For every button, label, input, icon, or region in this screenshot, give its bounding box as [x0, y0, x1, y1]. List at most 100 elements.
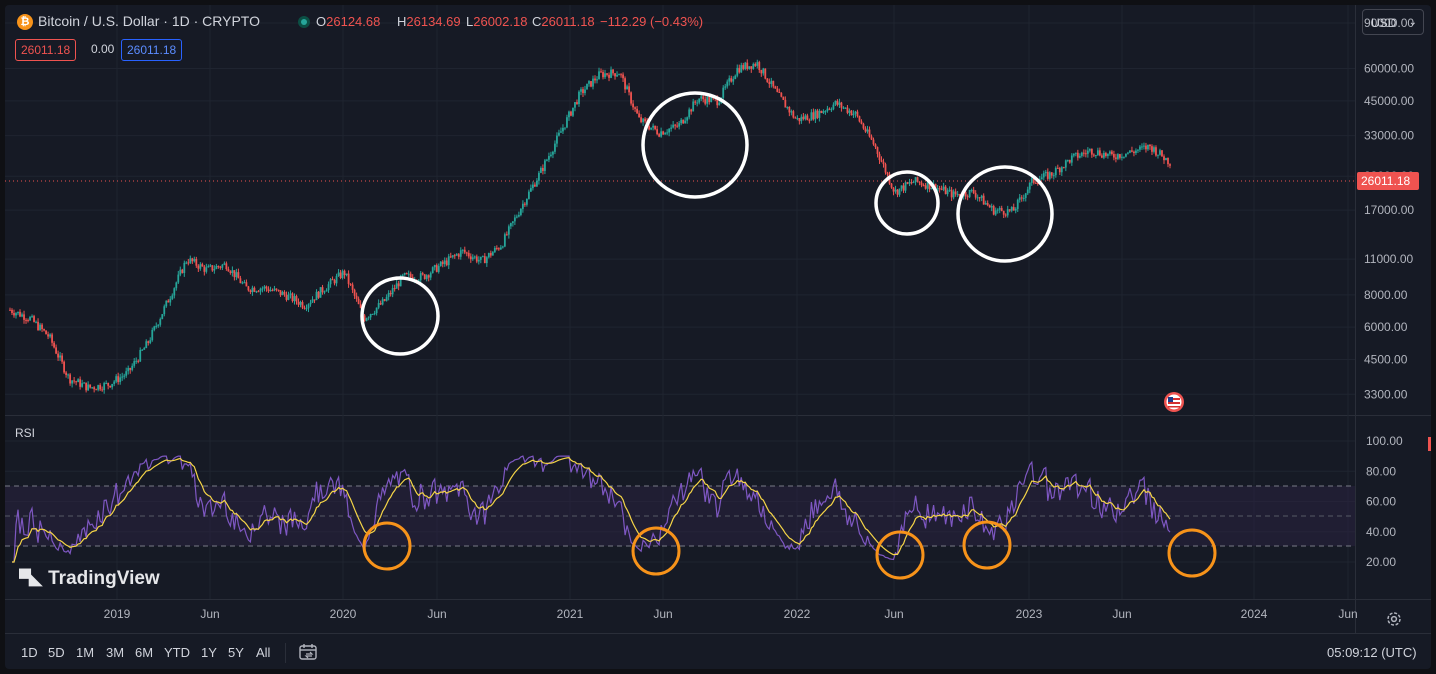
- range-1m-button[interactable]: 1M: [76, 645, 95, 660]
- candle-body: [806, 115, 809, 121]
- range-3m-button[interactable]: 3M: [106, 645, 125, 660]
- candle-body: [479, 256, 482, 260]
- range-1y-button[interactable]: 1Y: [201, 645, 217, 660]
- candle-body: [676, 125, 679, 127]
- time-axis-tick: Jun: [200, 607, 219, 621]
- candle-body: [341, 270, 344, 278]
- candle-body: [107, 382, 110, 386]
- candle-body: [604, 73, 606, 78]
- candle-body: [666, 132, 669, 134]
- candle-body: [848, 110, 851, 113]
- candle-body: [147, 341, 150, 343]
- candle-body: [125, 371, 128, 376]
- candle-body: [842, 107, 845, 109]
- candle-body: [964, 191, 967, 197]
- candle-body: [59, 355, 61, 358]
- candle-body: [1044, 171, 1047, 174]
- candle-body: [465, 252, 468, 254]
- market-status-icon[interactable]: [298, 16, 310, 28]
- candle-body: [574, 102, 576, 108]
- candle-body: [968, 189, 971, 197]
- time-axis-tick: 2023: [1016, 607, 1043, 621]
- candle-body: [860, 121, 863, 124]
- candle-body: [758, 62, 761, 70]
- range-all-button[interactable]: All: [256, 645, 271, 660]
- candle-body: [519, 208, 522, 216]
- candle-body: [544, 160, 546, 171]
- rsi-axis-tick: 100.00: [1366, 434, 1403, 448]
- candle-body: [922, 185, 925, 187]
- currency-select[interactable]: USD ⌄: [1362, 9, 1424, 35]
- annotations: [360, 91, 1217, 580]
- candle-body: [1002, 210, 1005, 215]
- buy-price-box[interactable]: 26011.18: [121, 39, 183, 61]
- candle-body: [165, 300, 168, 307]
- symbol-title[interactable]: Bitcoin / U.S. Dollar · 1D · CRYPTO: [38, 13, 260, 29]
- candle-body: [1064, 160, 1067, 168]
- candle-body: [1010, 207, 1013, 211]
- candle-body: [626, 86, 628, 90]
- candle-body: [940, 188, 943, 190]
- utc-clock[interactable]: 05:09:12 (UTC): [1327, 645, 1417, 660]
- candle-body: [331, 279, 334, 281]
- candle-body: [830, 109, 833, 111]
- candle-body: [355, 295, 358, 299]
- candle-body: [864, 128, 867, 132]
- candle-body: [273, 288, 276, 291]
- candle-body: [463, 249, 466, 253]
- time-axis-tick: Jun: [1112, 607, 1131, 621]
- gear-icon[interactable]: [1385, 610, 1403, 628]
- time-axis-tick: Jun: [653, 607, 672, 621]
- candle-body: [688, 109, 691, 118]
- candle-body: [523, 203, 526, 205]
- candle-body: [141, 349, 144, 351]
- candle-body: [429, 273, 432, 278]
- candle-body: [393, 288, 396, 290]
- range-5d-button[interactable]: 5D: [48, 645, 65, 660]
- candle-body: [600, 71, 602, 73]
- candle-body: [293, 296, 296, 302]
- candle-body: [900, 185, 903, 189]
- candle-body: [267, 288, 270, 292]
- candle-body: [87, 384, 90, 391]
- chart-canvas[interactable]: 90000.0060000.0045000.0033000.0023000.00…: [5, 5, 1431, 669]
- sell-price-box[interactable]: 26011.18: [15, 39, 77, 61]
- candle-body: [858, 116, 861, 122]
- candle-body: [776, 88, 779, 92]
- range-ytd-button[interactable]: YTD: [164, 645, 190, 660]
- candle-body: [726, 81, 729, 87]
- rsi-indicator-label[interactable]: RSI: [15, 426, 36, 440]
- range-1d-button[interactable]: 1D: [21, 645, 38, 660]
- date-range-icon[interactable]: [297, 641, 319, 663]
- candle-body: [912, 182, 915, 184]
- candle-body: [439, 261, 442, 266]
- candle-body: [678, 123, 681, 127]
- candle-body: [1094, 154, 1097, 156]
- rsi-series: [12, 455, 1171, 563]
- candle-body: [281, 291, 284, 296]
- candle-body: [1135, 150, 1137, 154]
- currency-value: USD: [1371, 16, 1397, 30]
- candle-body: [734, 75, 737, 80]
- candle-body: [634, 107, 636, 109]
- candle-body: [23, 314, 25, 320]
- tradingview-logo[interactable]: ▀◣ TradingView: [19, 568, 160, 589]
- candle-body: [542, 167, 544, 171]
- candle-body: [828, 108, 831, 110]
- range-6m-button[interactable]: 6M: [135, 645, 154, 660]
- candle-body: [1048, 172, 1051, 179]
- candle-body: [556, 135, 558, 144]
- candle-body: [311, 299, 314, 303]
- annotation-circle-white: [360, 276, 440, 356]
- candle-body: [335, 275, 338, 284]
- range-5y-button[interactable]: 5Y: [228, 645, 244, 660]
- candle-body: [223, 263, 226, 265]
- candle-body: [998, 208, 1001, 210]
- candle-body: [652, 125, 655, 128]
- candle-body: [644, 118, 646, 122]
- candle-body: [407, 273, 410, 275]
- candle-body: [724, 86, 727, 88]
- candle-body: [540, 167, 542, 173]
- us-flag-event-icon[interactable]: [1163, 391, 1185, 413]
- candle-body: [33, 316, 35, 322]
